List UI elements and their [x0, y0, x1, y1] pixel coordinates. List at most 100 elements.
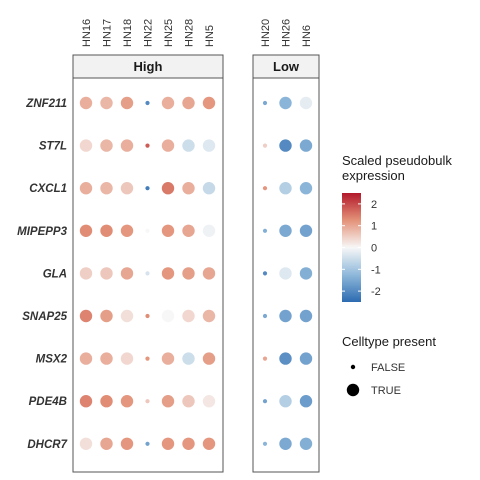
dot-dhcr7-hn5 — [202, 437, 216, 450]
sample-label-hn5: HN5 — [204, 25, 216, 47]
dot-st7l-hn18 — [120, 139, 134, 152]
dot-gla-hn20 — [262, 271, 268, 276]
size-legend-dot-true — [346, 383, 360, 397]
dot-pde4b-hn16 — [79, 395, 93, 408]
gene-label-znf211: ZNF211 — [25, 98, 67, 110]
dot-znf211-hn26 — [279, 96, 292, 110]
dot-znf211-hn5 — [202, 96, 216, 110]
dot-dhcr7-hn18 — [120, 437, 134, 450]
dot-msx2-hn5 — [202, 352, 216, 365]
dot-st7l-hn20 — [262, 143, 268, 148]
dot-pde4b-hn20 — [262, 399, 268, 404]
gene-label-gla: GLA — [43, 268, 67, 280]
sample-label-hn17: HN17 — [102, 19, 114, 47]
dot-cxcl1-hn18 — [120, 182, 134, 195]
dot-gla-hn5 — [202, 267, 216, 280]
size-legend-dot-false — [350, 364, 356, 370]
dot-gla-hn28 — [182, 267, 195, 280]
dot-msx2-hn28 — [182, 352, 195, 365]
dot-gla-hn6 — [299, 267, 313, 280]
sample-label-hn6: HN6 — [301, 25, 313, 47]
dot-dhcr7-hn17 — [100, 437, 113, 450]
dot-st7l-hn28 — [182, 139, 195, 152]
dot-snap25-hn28 — [182, 309, 195, 323]
colorbar-tick-label: -1 — [371, 264, 381, 276]
gene-label-cxcl1: CXCL1 — [29, 183, 67, 195]
dot-znf211-hn17 — [100, 96, 113, 110]
dot-pde4b-hn25 — [161, 395, 175, 408]
colorbar — [342, 193, 361, 302]
dot-cxcl1-hn16 — [79, 182, 93, 195]
sample-labels: HN16 HN17 HN18 HN22 HN25 HN28 HN5 HN20 HN26 HN6 — [81, 19, 313, 47]
dot-msx2-hn26 — [279, 352, 292, 365]
colorbar-tick-label: 1 — [371, 221, 377, 233]
dot-mipepp3-hn25 — [161, 224, 175, 237]
sample-label-hn20: HN20 — [260, 19, 272, 47]
dot-st7l-hn16 — [79, 139, 93, 152]
dot-st7l-hn17 — [100, 139, 113, 152]
dot-dhcr7-hn6 — [299, 437, 313, 450]
dot-mipepp3-hn22 — [145, 228, 150, 233]
dot-msx2-hn25 — [161, 352, 175, 365]
dot-dhcr7-hn22 — [145, 441, 150, 446]
color-legend-title: Scaled pseudobulk expression — [342, 153, 452, 183]
dot-pde4b-hn18 — [120, 395, 134, 408]
dot-st7l-hn5 — [202, 139, 216, 152]
sample-label-hn22: HN22 — [143, 19, 155, 47]
dot-mipepp3-hn16 — [79, 224, 93, 237]
colorbar-tick-label: 0 — [371, 243, 377, 255]
dot-pde4b-hn6 — [299, 395, 313, 408]
size-legend-items: FALSE TRUE — [346, 362, 405, 397]
dot-znf211-hn6 — [299, 96, 313, 110]
dots — [79, 96, 313, 450]
dot-znf211-hn25 — [161, 96, 175, 110]
dot-znf211-hn28 — [182, 96, 195, 110]
dot-znf211-hn20 — [262, 100, 268, 106]
gene-label-dhcr7: DHCR7 — [27, 439, 67, 451]
dot-gla-hn25 — [161, 267, 175, 280]
gene-label-msx2: MSX2 — [36, 354, 68, 366]
dot-pde4b-hn22 — [145, 399, 150, 404]
dot-cxcl1-hn6 — [299, 182, 313, 195]
panel-high-label: High — [134, 59, 163, 74]
gene-label-pde4b: PDE4B — [29, 396, 67, 408]
size-legend-label-false: FALSE — [371, 362, 405, 374]
dot-snap25-hn18 — [120, 309, 134, 323]
dot-gla-hn22 — [145, 271, 150, 276]
sample-label-hn28: HN28 — [184, 19, 196, 47]
panel-high: High — [72, 54, 224, 473]
panel-low-label: Low — [273, 59, 300, 74]
dot-dhcr7-hn16 — [79, 437, 93, 450]
dot-pde4b-hn5 — [202, 395, 216, 408]
dot-mipepp3-hn26 — [279, 224, 292, 237]
dot-msx2-hn22 — [145, 356, 150, 361]
dot-snap25-hn22 — [145, 313, 150, 319]
colorbar-tick-label: -2 — [371, 286, 381, 298]
dot-gla-hn26 — [279, 267, 292, 280]
colorbar-ticks: 2 1 0 -1 -2 — [342, 199, 381, 298]
gene-label-snap25: SNAP25 — [22, 311, 67, 323]
size-legend-title: Celltype present — [342, 334, 436, 349]
dot-cxcl1-hn26 — [279, 182, 292, 195]
dot-pde4b-hn28 — [182, 395, 195, 408]
dot-msx2-hn18 — [120, 352, 134, 365]
dot-gla-hn16 — [79, 267, 93, 280]
dot-msx2-hn6 — [299, 352, 313, 365]
dot-st7l-hn26 — [279, 139, 292, 152]
size-legend-label-true: TRUE — [371, 385, 401, 397]
dot-dhcr7-hn28 — [182, 437, 195, 450]
dot-cxcl1-hn25 — [161, 182, 175, 195]
dot-msx2-hn20 — [262, 356, 268, 361]
dot-snap25-hn6 — [299, 309, 313, 323]
dot-mipepp3-hn17 — [100, 224, 113, 237]
dot-znf211-hn18 — [120, 96, 134, 110]
dot-mipepp3-hn6 — [299, 224, 313, 237]
color-legend: Scaled pseudobulk expression 2 1 0 -1 -2 — [342, 153, 452, 302]
gene-label-st7l: ST7L — [39, 141, 67, 153]
gene-label-mipepp3: MIPEPP3 — [17, 226, 67, 238]
dot-msx2-hn17 — [100, 352, 113, 365]
sample-label-hn16: HN16 — [81, 19, 93, 47]
dot-st7l-hn25 — [161, 139, 175, 152]
dot-snap25-hn26 — [279, 309, 292, 323]
